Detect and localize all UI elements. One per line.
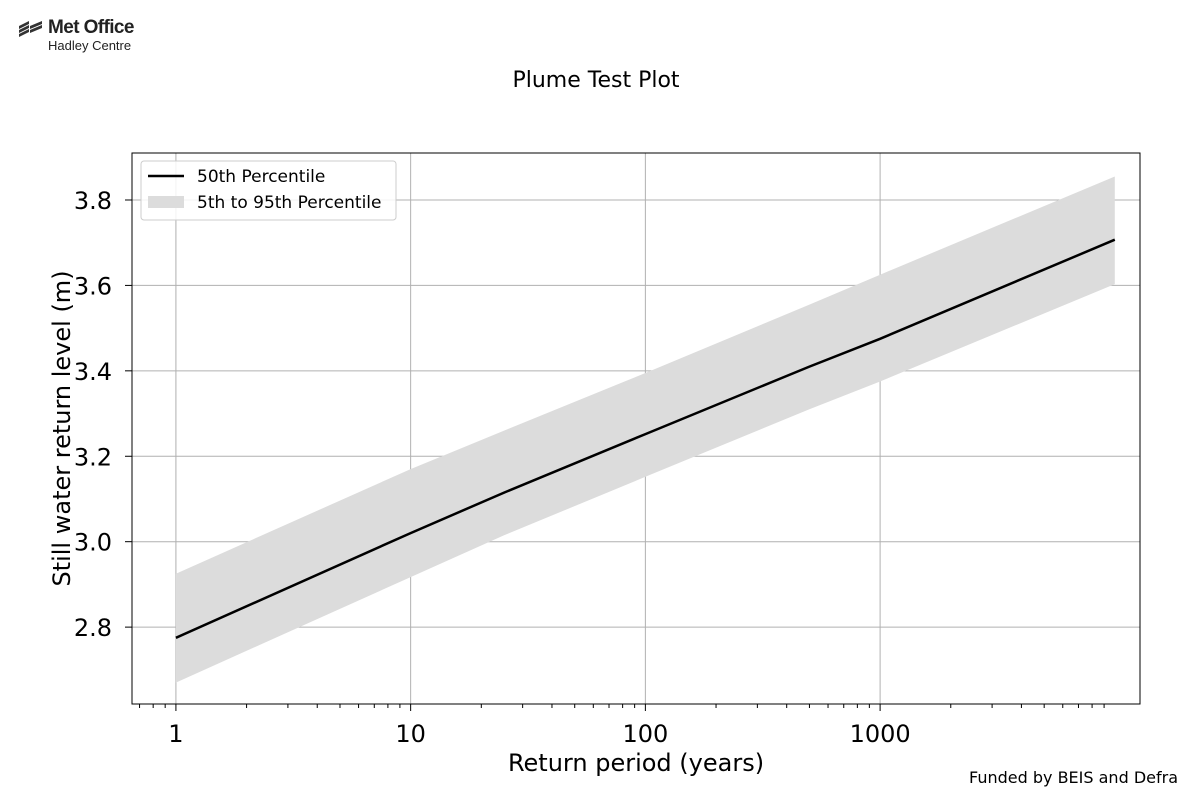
data-layer	[175, 176, 1116, 683]
logo-name: Met Office	[48, 17, 134, 38]
y-tick-label: 3.8	[74, 187, 112, 215]
logo-subname: Hadley Centre	[48, 38, 132, 53]
percentile-band	[175, 176, 1115, 683]
legend-box	[140, 160, 397, 221]
legend-swatch-band	[148, 196, 184, 208]
ticks-layer: 1 10 100 1000 2.8 3.0 3.2 3.4 3.6 3.8	[74, 187, 1105, 748]
x-tick-label: 1000	[850, 720, 911, 748]
x-tick-label: 10	[395, 720, 426, 748]
y-tick-label: 3.4	[74, 358, 112, 386]
funding-note: Funded by BEIS and Defra	[969, 768, 1178, 787]
y-tick-label: 2.8	[74, 614, 112, 642]
x-axis-label: Return period (years)	[508, 749, 764, 777]
y-tick-label: 3.6	[74, 272, 112, 300]
x-tick-label: 1	[168, 720, 183, 748]
median-line	[175, 238, 1116, 639]
met-office-logo: Met Office Hadley Centre	[18, 16, 158, 60]
y-tick-label: 3.0	[74, 529, 112, 557]
met-office-wave-icon	[19, 21, 42, 37]
chart-title: Plume Test Plot	[512, 68, 680, 93]
y-tick-label: 3.2	[74, 443, 112, 471]
legend: 50th Percentile 5th to 95th Percentile	[140, 160, 397, 221]
x-tick-label: 100	[622, 720, 668, 748]
legend-label-band: 5th to 95th Percentile	[197, 193, 381, 213]
plot-frame	[131, 152, 1141, 705]
legend-label-median: 50th Percentile	[197, 167, 325, 187]
y-axis-label: Still water return level (m)	[48, 270, 76, 586]
